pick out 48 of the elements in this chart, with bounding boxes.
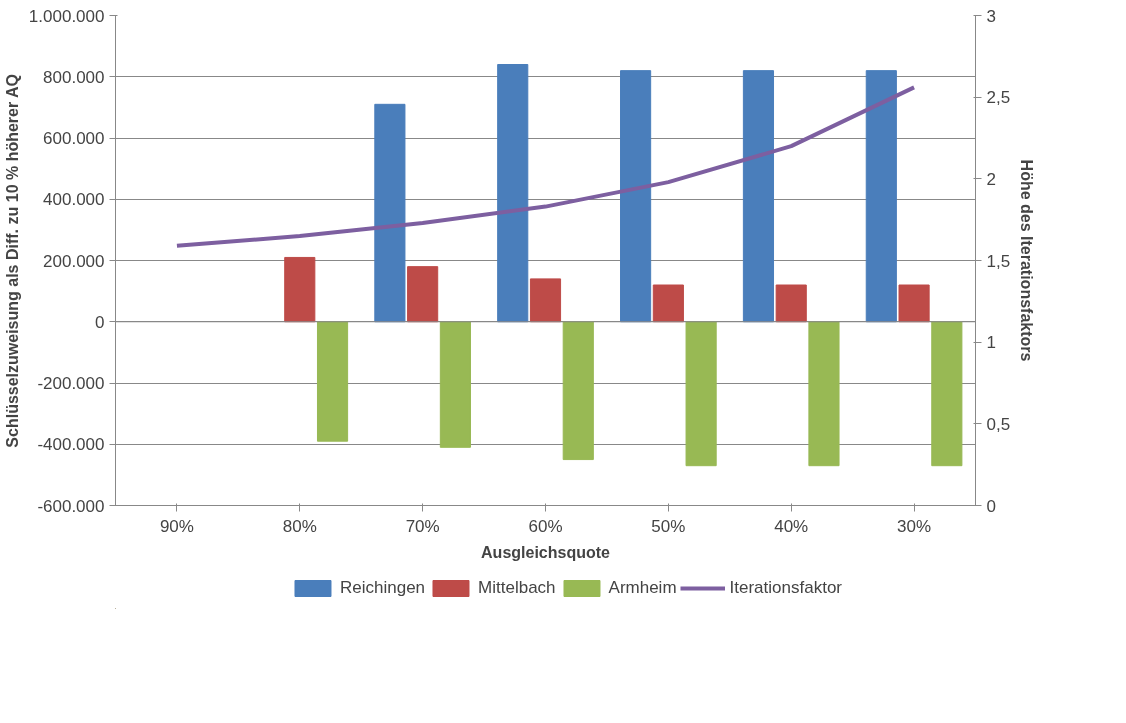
bar: [898, 284, 930, 323]
x-tick-label: 60%: [528, 516, 563, 536]
y-tick-label: 400.000: [43, 190, 105, 210]
line-series: [174, 85, 917, 248]
bar: [865, 70, 897, 323]
y-tick-label: 600.000: [43, 129, 105, 148]
y-tick-label: 800.000: [43, 67, 105, 87]
x-tick-label: 50%: [651, 516, 686, 536]
x-axis-title: Ausgleichsquote: [481, 543, 611, 561]
y-tick-label: -200.000: [37, 374, 105, 393]
bar: [808, 321, 840, 467]
y2-tick-label: 2,5: [986, 88, 1011, 108]
bar: [562, 321, 594, 461]
x-tick-label: 70%: [405, 516, 440, 536]
legend-label: Iterationsfaktor: [729, 578, 843, 598]
x-tick-label: 90%: [159, 516, 194, 536]
bar: [620, 70, 652, 323]
y-tick-label: 0: [95, 312, 105, 332]
bar: [284, 256, 316, 323]
bar: [931, 321, 963, 467]
y2-tick-label: 0: [986, 496, 996, 516]
y2-tick-label: 0,5: [986, 414, 1011, 434]
y-axis-title: Schlüsselzuweisung als Diff. zu 10 % höherer AQ: [3, 73, 21, 448]
bar: [374, 103, 406, 323]
y2-tick-label: 1: [986, 333, 996, 353]
bar: [775, 284, 807, 323]
y2-tick-label: 1,5: [986, 251, 1011, 271]
y2-tick-label: 3: [986, 6, 996, 26]
bar: [685, 321, 717, 467]
x-tick-label: 40%: [774, 516, 809, 536]
legend-label: Reichingen: [339, 578, 426, 598]
x-tick-label: 80%: [282, 516, 317, 536]
bar: [742, 70, 775, 323]
bar: [652, 284, 684, 323]
y-tick-label: 200.000: [43, 251, 105, 271]
bar: [439, 321, 471, 448]
legend-label: Mittelbach: [478, 578, 556, 598]
bar: [316, 321, 349, 442]
legend-label: Armheim: [608, 578, 677, 598]
y-tick-label: -600.000: [37, 496, 105, 516]
y2-tick-label: 2: [986, 169, 996, 189]
bar: [497, 64, 529, 323]
bar: [529, 278, 562, 323]
y2-axis-title: Höhe des Iterationsfaktors: [1018, 159, 1036, 362]
bar: [407, 266, 439, 323]
x-tick-label: 30%: [897, 516, 932, 536]
y-tick-label: 1.000.000: [28, 6, 105, 26]
y-tick-label: -400.000: [37, 435, 105, 455]
